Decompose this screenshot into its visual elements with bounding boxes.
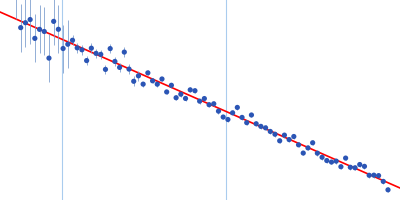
Point xyxy=(182,97,189,100)
Point xyxy=(130,80,137,83)
Point xyxy=(36,28,43,31)
Point xyxy=(18,26,24,29)
Point xyxy=(380,180,386,183)
Point xyxy=(201,97,208,100)
Point xyxy=(220,115,226,119)
Point xyxy=(168,84,174,87)
Point xyxy=(248,113,255,117)
Point xyxy=(135,74,142,77)
Point xyxy=(328,160,335,164)
Point xyxy=(145,71,151,74)
Point xyxy=(276,139,283,142)
Point xyxy=(319,156,325,159)
Point xyxy=(140,83,146,86)
Point xyxy=(22,21,29,24)
Point xyxy=(84,59,90,62)
Point xyxy=(230,111,236,114)
Point xyxy=(262,126,269,129)
Point xyxy=(32,37,38,40)
Point xyxy=(244,121,250,124)
Point xyxy=(385,188,391,191)
Point xyxy=(60,47,66,50)
Point xyxy=(206,103,212,106)
Point xyxy=(192,89,198,92)
Point xyxy=(342,156,349,160)
Point xyxy=(178,93,184,96)
Point xyxy=(333,160,340,163)
Point xyxy=(291,135,297,138)
Point xyxy=(74,46,80,49)
Point xyxy=(187,88,194,91)
Point xyxy=(102,68,109,71)
Point xyxy=(286,138,292,141)
Point xyxy=(154,83,160,86)
Point xyxy=(112,60,118,63)
Point xyxy=(159,77,165,81)
Point xyxy=(98,53,104,56)
Point xyxy=(352,166,358,169)
Point xyxy=(196,100,203,103)
Point xyxy=(371,174,377,177)
Point xyxy=(41,30,48,33)
Point xyxy=(164,90,170,94)
Point xyxy=(295,143,302,146)
Point xyxy=(46,57,52,60)
Point xyxy=(64,43,71,46)
Point xyxy=(305,146,311,149)
Point xyxy=(375,174,382,177)
Point xyxy=(234,106,240,109)
Point xyxy=(225,118,231,121)
Point xyxy=(210,102,217,105)
Point xyxy=(314,152,320,155)
Point xyxy=(347,166,354,169)
Point xyxy=(50,20,57,23)
Point xyxy=(366,174,372,177)
Point xyxy=(361,165,368,168)
Point xyxy=(93,52,99,55)
Point xyxy=(215,110,222,113)
Point xyxy=(272,133,278,136)
Point xyxy=(239,116,245,119)
Point xyxy=(267,130,274,133)
Point xyxy=(258,125,264,128)
Point xyxy=(149,79,156,82)
Point xyxy=(79,48,85,51)
Point xyxy=(88,47,94,50)
Point xyxy=(126,67,132,71)
Point xyxy=(324,159,330,162)
Point xyxy=(281,134,288,137)
Point xyxy=(116,66,123,69)
Point xyxy=(310,141,316,144)
Point xyxy=(55,28,62,31)
Point xyxy=(253,122,259,125)
Point xyxy=(173,96,179,99)
Point xyxy=(338,165,344,168)
Point xyxy=(27,18,33,21)
Point xyxy=(356,163,363,166)
Point xyxy=(107,47,113,50)
Point xyxy=(69,39,76,42)
Point xyxy=(121,50,128,54)
Point xyxy=(300,151,306,155)
